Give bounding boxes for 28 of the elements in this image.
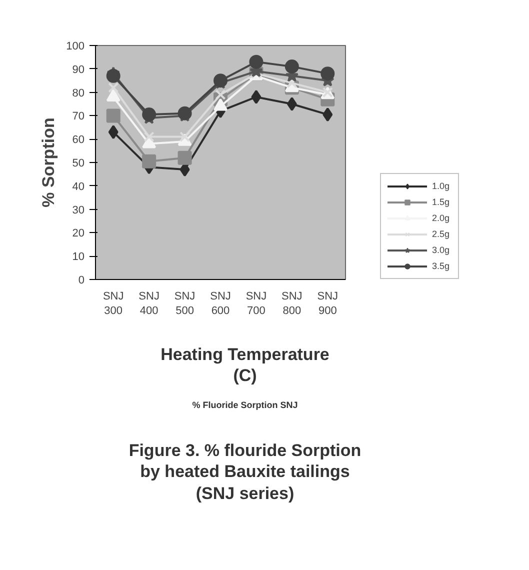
x-axis-title: Heating Temperature (C): [160, 344, 330, 386]
y-tick-label: 70: [72, 110, 85, 123]
legend-label: 2.5g: [432, 228, 451, 240]
legend-label: 3.5g: [432, 260, 451, 272]
x-tick-label: SNJ 900: [317, 290, 338, 317]
x-tick-label: SNJ 400: [138, 290, 160, 317]
y-tick-label: 80: [72, 87, 85, 100]
x-tick-label: SNJ 300: [102, 290, 124, 317]
legend-label: 3.0g: [432, 244, 451, 256]
y-tick-label: 60: [72, 134, 85, 146]
y-axis-title: % Sorption: [39, 118, 58, 208]
y-tick-label: 50: [72, 158, 85, 170]
legend-label: 2.0g: [432, 212, 451, 224]
x-tick-label: SNJ 600: [210, 290, 231, 317]
caption: Figure 3. % flouride Sorption by heated Bauxite tailings (SNJ series): [128, 440, 362, 504]
text: % Fluoride Sorption SNJ: [192, 400, 298, 412]
y-tick-label: 10: [72, 251, 85, 264]
y-tick-label: 0: [78, 274, 85, 286]
y-tick-label: 100: [66, 40, 85, 52]
y-tick-label: 20: [72, 228, 85, 240]
legend-label: 1.0g: [432, 180, 451, 192]
x-tick-label: SNJ 800: [282, 290, 302, 317]
x-tick-label: SNJ 700: [246, 290, 267, 317]
y-tick-label: 90: [72, 64, 85, 76]
y-tick-label: 40: [72, 180, 85, 193]
x-tick-label: SNJ 500: [174, 290, 196, 317]
legend-label: 1.5g: [432, 196, 451, 208]
y-tick-label: 30: [72, 204, 85, 216]
